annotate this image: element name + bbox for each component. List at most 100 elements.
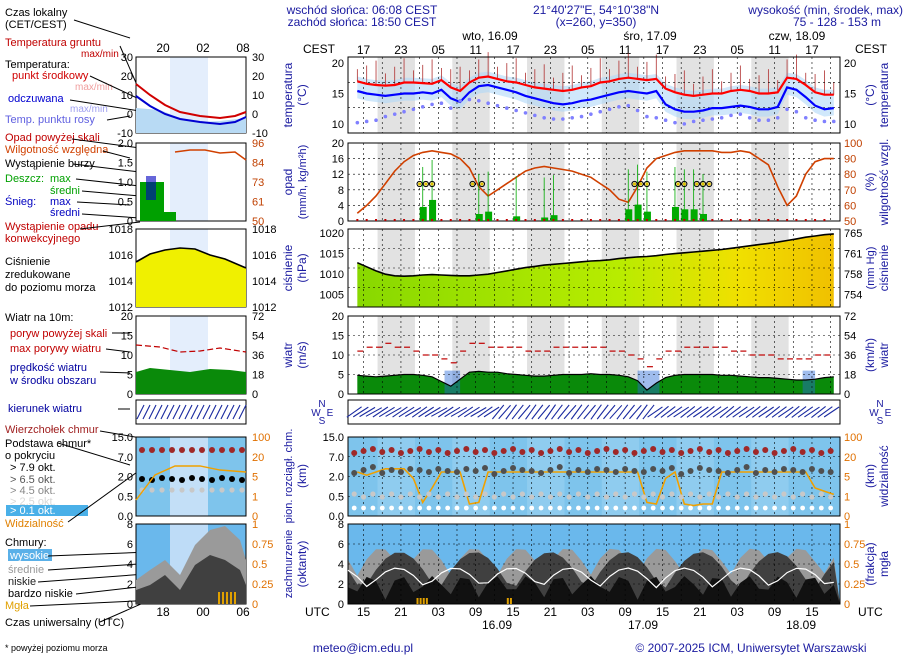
fog-bar	[419, 598, 422, 604]
dew-point	[551, 117, 556, 121]
cloud-base-dot-white	[529, 505, 535, 511]
utc-tick-label: 21	[544, 605, 558, 619]
cloud-base-dot-white	[566, 505, 572, 511]
small-pres-line	[135, 247, 247, 269]
legend-fog: Mgła	[5, 600, 30, 612]
mmhg-ytick: 758	[844, 269, 862, 281]
cloud-top-dot	[631, 450, 638, 456]
legend-cloud-base: Podstawa chmur*	[5, 438, 92, 450]
small-cloud-base	[189, 487, 195, 493]
cloud-base-dot-light	[435, 494, 441, 500]
cest-left-label: CEST	[303, 42, 336, 56]
wind-dir-arrow	[537, 404, 551, 420]
cest-tick-label: 17	[506, 43, 520, 57]
legend-footnote: * powyżej poziomu morza	[5, 643, 108, 653]
cloud-base-dot	[594, 466, 601, 472]
rain-base-tick	[786, 219, 789, 221]
rain-base-tick	[543, 219, 546, 221]
axis-title: pion. rozciągł. chm.	[283, 429, 295, 524]
dew-point	[476, 98, 481, 103]
cloud-base-dot	[416, 467, 423, 473]
dew-point	[691, 119, 696, 124]
small-ytick: 0.75	[252, 539, 273, 551]
wind-dir-arrow	[758, 406, 774, 418]
cloud-top-dot	[724, 450, 731, 456]
small-ytick: 1012	[252, 302, 276, 314]
small-cloud-top	[149, 447, 155, 453]
small-felt-line	[135, 95, 247, 126]
small-fog-bar	[234, 592, 236, 604]
legend-utc-label: Czas uniwersalny (UTC)	[5, 617, 124, 629]
cloud-base-dot	[453, 469, 460, 475]
cloud-top-dot	[818, 450, 825, 456]
cov-ytick: 2	[338, 579, 344, 591]
cloud-base-dot-white	[398, 505, 404, 511]
rain-base-tick	[739, 219, 742, 221]
cov-ytick: 8	[338, 519, 344, 531]
cloud-base-dot-light	[510, 494, 516, 500]
rain-base-tick	[487, 219, 490, 221]
night-band	[377, 143, 415, 221]
cloud-base-dot-light	[818, 491, 824, 497]
wind-dir-arrow	[352, 406, 369, 418]
utc-left-label: UTC	[305, 605, 330, 619]
dew-point	[803, 116, 808, 120]
dew-point	[355, 120, 360, 125]
rain-base-tick	[730, 219, 733, 221]
cloud-top-dot	[547, 448, 554, 454]
rain-base-tick	[636, 219, 639, 221]
small-cloud-base	[139, 476, 145, 482]
cloud-base-dot-white	[828, 505, 834, 511]
cloud-top-dot	[762, 447, 769, 453]
legend-snow: Śnieg:	[5, 195, 36, 208]
utc-tick-label: 15	[357, 605, 371, 619]
legend-low: niskie	[8, 576, 36, 588]
rain-base-tick	[375, 219, 378, 221]
legend-okt5-bg	[6, 505, 88, 516]
cloud-base-dot-light	[734, 494, 740, 500]
small-cloud-base	[209, 477, 215, 483]
cloud-base-dot-white	[473, 505, 479, 511]
cloud-base-dot-light	[641, 494, 647, 500]
cloud-base-dot-light	[351, 491, 357, 497]
small-cloud-base	[239, 487, 245, 493]
small-cov-low	[136, 555, 246, 604]
fog-ytick: 0.25	[844, 579, 865, 591]
legend-conv: Wystąpienie opadu	[5, 221, 98, 233]
legend-time-local2: (CET/CEST)	[5, 19, 67, 31]
footer-copyright: © 2007-2025 ICM, Uniwersytet Warszawski	[635, 641, 866, 655]
pressure-line	[356, 233, 834, 278]
cloud-frame	[347, 436, 841, 517]
utc-right-label: UTC	[858, 605, 883, 619]
cloud-base-dot-white	[491, 505, 497, 511]
small-ytick: 0.5	[252, 559, 267, 571]
small-ytick: 73	[252, 177, 264, 189]
cloud-base-dot	[360, 467, 367, 473]
mmhg-ytick: 754	[844, 290, 862, 302]
wind-dir-arrow	[738, 406, 755, 418]
axis-title: (km)	[295, 464, 309, 488]
cloud-base-dot	[472, 468, 479, 474]
wind-dir-arrow	[804, 406, 820, 418]
small-cloud-frame	[135, 436, 247, 517]
cloud-base-dot-white	[557, 505, 563, 511]
fog-ytick: 0	[844, 599, 850, 611]
pres-ytick: 1005	[320, 290, 344, 302]
cloud-top-dot	[640, 448, 647, 454]
wind-dir-arrow	[505, 404, 517, 420]
small-ytick: 5	[127, 370, 133, 382]
cloud-base-dot-white	[407, 505, 413, 511]
legend-wind-area: w środku obszaru	[9, 375, 96, 387]
cloud-base-dot-light	[575, 491, 582, 497]
dew-point	[775, 116, 780, 120]
small-cloud-base	[209, 487, 215, 493]
storm-marker	[643, 180, 651, 188]
cloud-base-dot-white	[604, 505, 609, 511]
cloud-top-dot	[528, 447, 535, 453]
cloud-base-dot	[584, 469, 591, 475]
footer-email[interactable]: meteo@icm.edu.pl	[313, 641, 413, 655]
hum-ytick: 100	[844, 138, 862, 150]
rain-base-tick	[823, 219, 826, 221]
rain-base-tick	[505, 219, 508, 221]
legend-snow-max: max	[50, 196, 71, 208]
